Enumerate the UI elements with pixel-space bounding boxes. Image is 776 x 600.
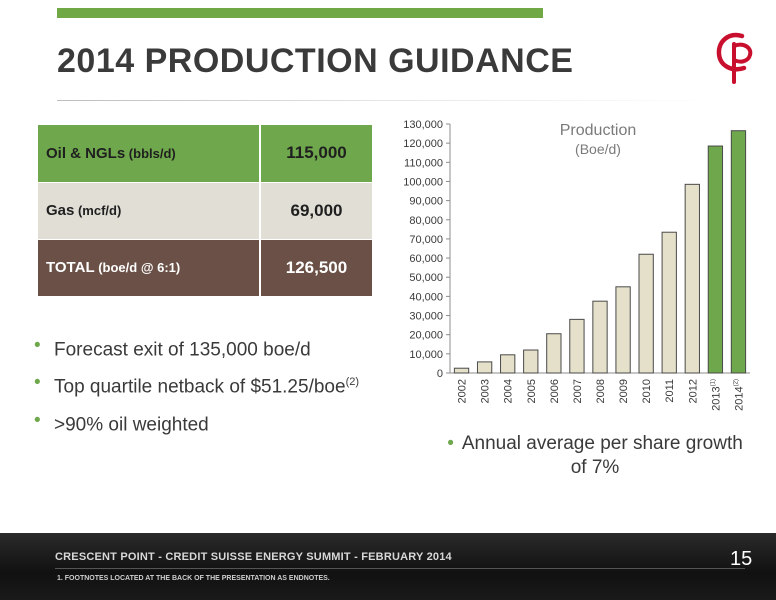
row-label-text: Gas: [46, 202, 75, 219]
bar: [730, 130, 747, 374]
list-item: • >90% oil weighted: [34, 409, 364, 436]
row-label: TOTAL (boe/d @ 6:1): [38, 239, 261, 297]
title-divider: [57, 100, 717, 101]
row-label: Oil & NGLs (bbls/d): [38, 125, 261, 183]
row-label-text: Oil & NGLs: [46, 144, 126, 162]
list-item: • Forecast exit of 135,000 boe/d: [34, 334, 364, 361]
x-tick-label: 2002: [457, 379, 469, 403]
y-tick-label: 120,000: [403, 138, 443, 150]
production-guidance-table: Oil & NGLs (bbls/d) 115,000 Gas (mcf/d) …: [38, 125, 372, 297]
bullet-icon: •: [34, 409, 41, 431]
row-label-text: TOTAL: [46, 259, 95, 276]
bullet-text: Forecast exit of 135,000 boe/d: [54, 339, 311, 361]
x-tick-label: 2013(1): [710, 379, 722, 411]
x-tick-label: 2006: [549, 379, 561, 403]
table-row: Gas (mcf/d) 69,000: [38, 182, 372, 240]
top-accent-bar: [57, 8, 543, 18]
row-label: Gas (mcf/d): [38, 182, 261, 240]
x-tick-label: 2005: [526, 379, 538, 403]
slide-title: 2014 PRODUCTION GUIDANCE: [57, 42, 574, 80]
footer-divider: [55, 568, 745, 569]
bullet-superscript: (2): [345, 376, 360, 389]
y-tick-label: 20,000: [409, 330, 443, 342]
y-tick-label: 40,000: [409, 291, 443, 303]
y-tick-label: 70,000: [409, 234, 443, 246]
row-unit: (mcf/d): [74, 203, 122, 218]
footer-text: CRESCENT POINT - CREDIT SUISSE ENERGY SU…: [55, 551, 452, 563]
bullet-icon: •: [34, 372, 41, 394]
row-unit: (bbls/d): [125, 145, 176, 161]
table-row: TOTAL (boe/d @ 6:1) 126,500: [38, 239, 372, 297]
x-tick-label: 2012: [687, 379, 699, 403]
y-tick-label: 80,000: [409, 215, 443, 227]
bar: [592, 300, 608, 374]
bullet-icon: •: [34, 335, 41, 356]
y-tick-label: 50,000: [409, 272, 443, 284]
y-tick-label: 10,000: [409, 349, 443, 361]
row-unit: (boe/d @ 6:1): [94, 260, 181, 275]
x-tick-label: 2004: [503, 379, 515, 403]
list-item: • Top quartile netback of $51.25/boe(2): [34, 371, 364, 398]
bar: [523, 349, 539, 374]
x-tick-label: 2011: [664, 379, 676, 403]
bullet-icon: •: [447, 433, 454, 454]
bar: [453, 367, 470, 374]
company-logo-icon: [716, 32, 753, 84]
x-tick-label: 2010: [641, 379, 653, 403]
chart-subtitle: (Boe/d): [575, 141, 621, 157]
growth-note: • Annual average per share growth of 7%: [440, 432, 750, 480]
x-tick-label: 2003: [480, 379, 492, 403]
x-tick-label: 2014(2): [733, 379, 745, 411]
bar: [500, 354, 516, 374]
bar: [615, 286, 631, 374]
y-tick-label: 130,000: [403, 119, 443, 131]
table-row: Oil & NGLs (bbls/d) 115,000: [38, 125, 372, 183]
bar: [638, 253, 654, 374]
chart-title: Production: [560, 122, 637, 139]
bar: [569, 318, 585, 374]
footnote: 1. FOOTNOTES LOCATED AT THE BACK OF THE …: [57, 575, 330, 582]
y-tick-label: 90,000: [409, 196, 443, 208]
bullet-text: >90% oil weighted: [54, 413, 209, 435]
row-value: 69,000: [260, 182, 372, 240]
x-tick-superscript: (1): [710, 379, 716, 386]
y-tick-label: 0: [437, 368, 443, 380]
y-tick-label: 100,000: [403, 176, 443, 188]
key-points-list: • Forecast exit of 135,000 boe/d • Top qua…: [34, 334, 364, 446]
production-bar-chart: 0 10,000 20,000 30,000 40,000 50,000 60,000 70,…: [403, 119, 750, 411]
x-tick-label: 2007: [572, 379, 584, 403]
x-tick-superscript: (2): [733, 379, 739, 386]
growth-note-text: Annual average per share growth of 7%: [461, 433, 743, 478]
bar: [476, 361, 493, 374]
footer-band: [0, 533, 776, 600]
y-tick-label: 110,000: [404, 157, 443, 169]
x-tick-label: 2009: [618, 379, 630, 403]
y-tick-label: 30,000: [409, 311, 443, 323]
bullet-text: Top quartile netback of $51.25/boe: [54, 376, 346, 398]
row-value: 115,000: [260, 125, 372, 183]
bar: [546, 333, 562, 374]
bar: [684, 183, 700, 374]
row-value: 126,500: [260, 239, 372, 297]
bar: [707, 145, 724, 374]
y-tick-label: 60,000: [409, 253, 443, 265]
bar: [661, 231, 677, 374]
x-tick-label: 2008: [595, 379, 607, 403]
page-number: 15: [730, 548, 753, 570]
